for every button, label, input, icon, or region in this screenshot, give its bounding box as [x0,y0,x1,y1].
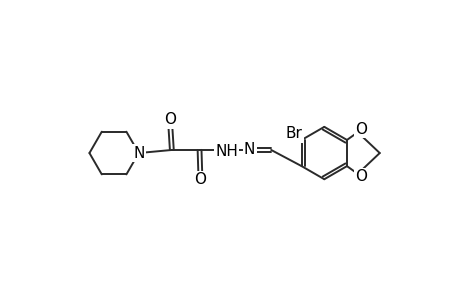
Text: N: N [133,146,144,160]
Text: O: O [194,172,206,188]
Text: NH: NH [215,144,237,159]
Text: O: O [355,169,367,184]
Text: O: O [355,122,367,137]
Text: Br: Br [285,126,302,141]
Text: O: O [164,112,176,128]
Text: N: N [243,142,255,158]
